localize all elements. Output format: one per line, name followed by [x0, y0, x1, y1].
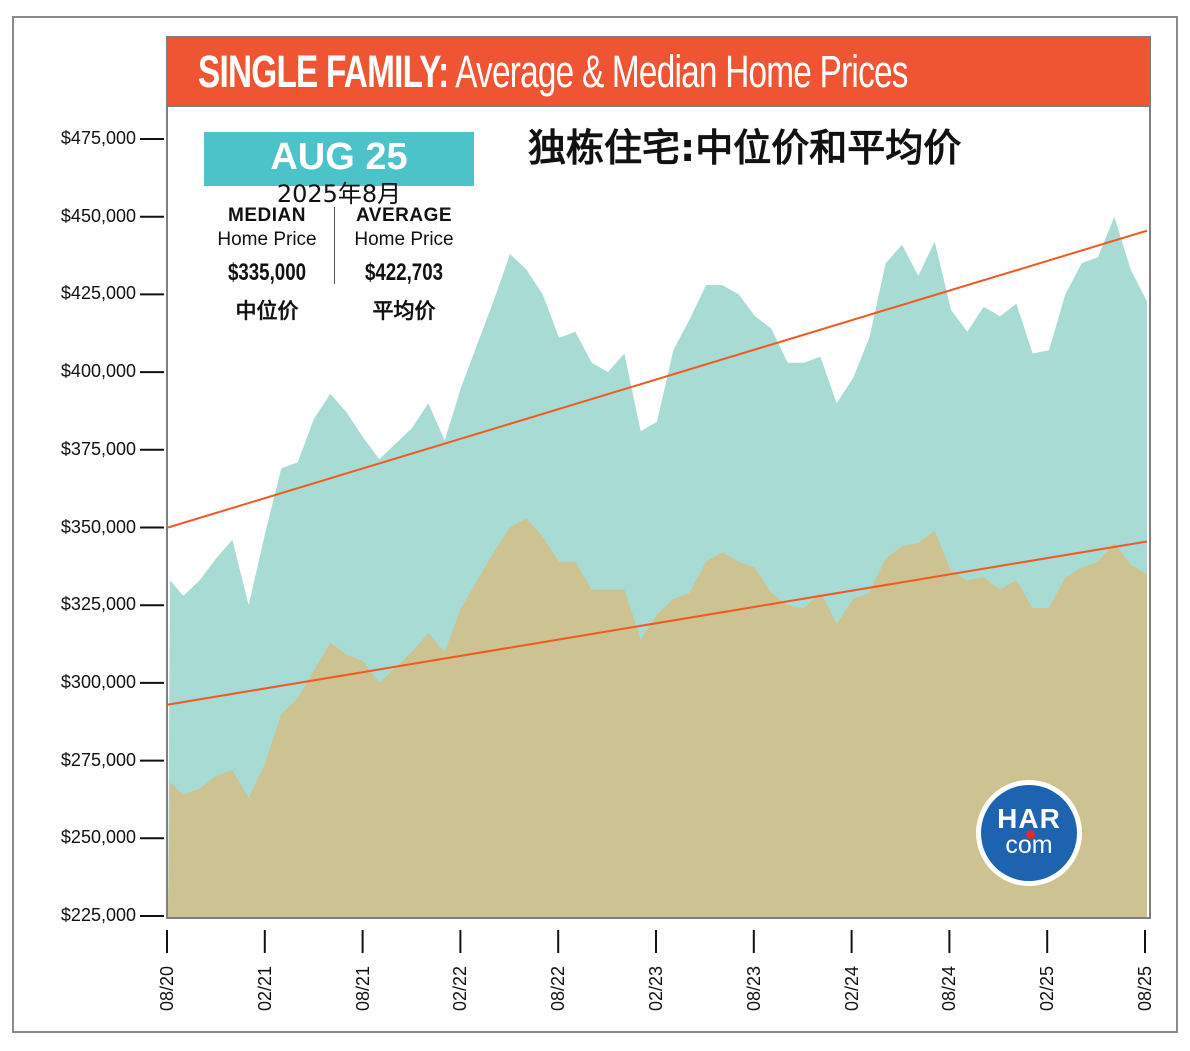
y-tick-label: $375,000 — [60, 438, 136, 459]
median-heading: MEDIAN — [228, 205, 306, 226]
y-tick-label: $450,000 — [60, 205, 136, 226]
y-tick-label: $275,000 — [60, 749, 136, 770]
x-tick-label: 02/22 — [450, 965, 471, 1011]
median-value: $335,000 — [227, 259, 307, 286]
y-tick-label: $475,000 — [60, 128, 136, 148]
y-tick-label: $350,000 — [60, 516, 136, 537]
stat-divider — [334, 207, 335, 284]
x-tick-label: 02/25 — [1037, 965, 1058, 1011]
x-tick-label: 08/20 — [157, 965, 177, 1011]
har-logo-text: HAR — [997, 803, 1061, 834]
median-trend-line — [167, 540, 1148, 706]
y-tick-label: $300,000 — [60, 671, 136, 692]
chinese-title: 独栋住宅:中位价和平均价 — [528, 126, 962, 170]
title-bar: SINGLE FAMILY: Average & Median Home Pri… — [168, 38, 1149, 107]
chart-title-bold: SINGLE FAMILY: — [198, 46, 449, 97]
y-tick-label: $400,000 — [60, 361, 136, 382]
median-chinese: 中位价 — [235, 299, 299, 323]
average-chinese: 平均价 — [372, 299, 436, 323]
chart-title: SINGLE FAMILY: Average & Median Home Pri… — [198, 42, 908, 102]
average-heading: AVERAGE — [355, 205, 453, 226]
median-price-area — [168, 518, 1147, 917]
x-tick-label: 08/23 — [743, 965, 764, 1011]
average-trend-line — [167, 229, 1148, 529]
month-badge-label: AUG 25 — [270, 136, 408, 178]
y-tick-label: $425,000 — [60, 283, 136, 304]
x-tick-label: 08/25 — [1135, 965, 1155, 1011]
chart-title-rest: Average & Median Home Prices — [448, 46, 908, 97]
x-tick-label: 02/24 — [841, 965, 862, 1011]
month-chinese-label: 2025年8月 — [276, 180, 402, 208]
har-logo-dot — [1026, 830, 1035, 839]
har-logo-icon: HAR com — [976, 780, 1082, 886]
y-tick-label: $225,000 — [60, 905, 136, 925]
y-tick-label: $250,000 — [60, 827, 136, 848]
average-subheading: Home Price — [354, 229, 454, 250]
median-subheading: Home Price — [217, 229, 317, 250]
x-tick-label: 08/21 — [352, 965, 373, 1011]
month-badge: AUG 25 — [204, 132, 474, 186]
plot-border — [166, 36, 1151, 919]
average-value: $422,703 — [364, 259, 444, 286]
median-stat: MEDIAN Home Price $335,000 中位价 — [197, 205, 337, 329]
x-tick-label: 08/24 — [939, 965, 960, 1011]
y-tick-label: $325,000 — [60, 594, 136, 615]
x-tick-label: 08/22 — [548, 965, 569, 1011]
har-logo-com: com — [1005, 831, 1053, 859]
x-tick-label: 02/21 — [254, 965, 275, 1011]
average-stat: AVERAGE Home Price $422,703 平均价 — [334, 205, 474, 329]
x-tick-label: 02/23 — [646, 965, 666, 1011]
har-logo-circle: HAR com — [981, 785, 1077, 881]
